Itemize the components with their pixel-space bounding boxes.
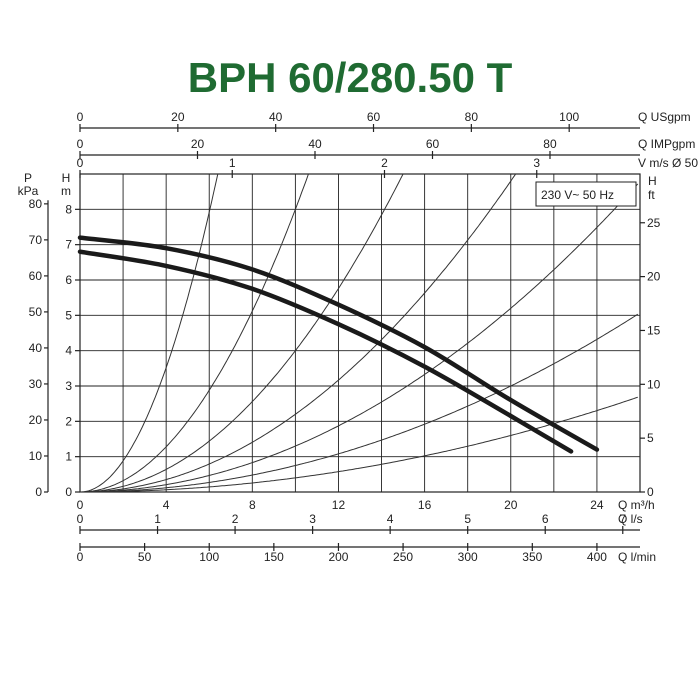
x-tick-label: 4 xyxy=(163,498,170,512)
ft-tick-label: 15 xyxy=(647,323,661,337)
ft-tick-label: 20 xyxy=(647,270,661,284)
ft-tick-label: 5 xyxy=(647,431,654,445)
x-tick-label: 16 xyxy=(418,498,432,512)
system-curve xyxy=(80,183,639,493)
y-tick-label: 5 xyxy=(65,308,72,322)
ft-tick-label: 0 xyxy=(647,485,654,499)
y-tick-label: 6 xyxy=(65,273,72,287)
top-axis-label: Q USgpm xyxy=(638,110,691,124)
bottom-axis-tick-label: 7 xyxy=(619,512,626,526)
x-tick-label: 12 xyxy=(332,498,346,512)
system-curve xyxy=(80,173,309,493)
bottom-axis-tick-label: 400 xyxy=(587,550,607,564)
system-curve xyxy=(80,396,638,493)
y-axis-label-unit: m xyxy=(61,184,71,198)
x-tick-label: 8 xyxy=(249,498,256,512)
y-tick-label: 7 xyxy=(65,238,72,252)
y-tick-label: 8 xyxy=(65,202,72,216)
top-axis-tick-label: 100 xyxy=(559,110,579,124)
ft-tick-label: 10 xyxy=(647,377,661,391)
top-axis-tick-label: 40 xyxy=(308,137,322,151)
bottom-axis-tick-label: 5 xyxy=(464,512,471,526)
bottom-axis-label: Q l/s xyxy=(618,512,643,526)
bottom-axis-tick-label: 300 xyxy=(458,550,478,564)
ft-axis-label-h: H xyxy=(648,174,657,188)
bottom-axis-tick-label: 200 xyxy=(328,550,348,564)
top-axis-tick-label: 0 xyxy=(77,156,84,170)
bottom-axis-tick-label: 150 xyxy=(264,550,284,564)
top-axis-label: V m/s Ø 50 xyxy=(638,156,698,170)
kpa-tick-label: 50 xyxy=(29,305,43,319)
top-axis-tick-label: 60 xyxy=(426,137,440,151)
bottom-axis-tick-label: 6 xyxy=(542,512,549,526)
kpa-tick-label: 60 xyxy=(29,269,43,283)
bottom-axis-tick-label: 4 xyxy=(387,512,394,526)
annotation-box xyxy=(535,181,637,207)
ft-axis-label-unit: ft xyxy=(648,188,655,202)
bottom-axis-label: Q l/min xyxy=(618,550,656,564)
x-tick-label: 20 xyxy=(504,498,518,512)
top-axis-tick-label: 3 xyxy=(533,156,540,170)
system-curve xyxy=(80,173,517,493)
top-axis-tick-label: 2 xyxy=(381,156,388,170)
bottom-axis-tick-label: 100 xyxy=(199,550,219,564)
pump-curve xyxy=(77,249,574,454)
kpa-tick-label: 30 xyxy=(29,377,43,391)
y-tick-label: 3 xyxy=(65,379,72,393)
top-axis-label: Q IMPgpm xyxy=(638,137,695,151)
kpa-tick-label: 40 xyxy=(29,341,43,355)
top-axis-tick-label: 40 xyxy=(269,110,283,124)
kpa-tick-label: 10 xyxy=(29,449,43,463)
top-axis-tick-label: 20 xyxy=(191,137,205,151)
y-tick-label: 0 xyxy=(65,485,72,499)
top-axis-tick-label: 0 xyxy=(77,137,84,151)
x-tick-label: 24 xyxy=(590,498,604,512)
y-tick-label: 4 xyxy=(65,344,72,358)
x-axis-label: Q m³/h xyxy=(618,498,655,512)
pump-curve xyxy=(77,235,600,452)
top-axis-tick-label: 80 xyxy=(465,110,479,124)
kpa-tick-label: 0 xyxy=(35,485,42,499)
y-axis-label-h: H xyxy=(62,171,71,185)
bottom-axis-tick-label: 50 xyxy=(138,550,152,564)
top-axis-tick-label: 0 xyxy=(77,110,84,124)
kpa-tick-label: 70 xyxy=(29,233,43,247)
kpa-tick-label: 80 xyxy=(29,197,43,211)
top-axis-tick-label: 80 xyxy=(543,137,557,151)
kpa-tick-label: 20 xyxy=(29,413,43,427)
kpa-axis-label-unit: kPa xyxy=(18,184,39,198)
plot-area: 0 4 8 12 16 20 24 Q m³/h012345678Hm010203040506… xyxy=(18,110,699,564)
y-tick-label: 1 xyxy=(65,450,72,464)
system-curve xyxy=(80,313,639,493)
bottom-axis-tick-label: 250 xyxy=(393,550,413,564)
bottom-axis-tick-label: 350 xyxy=(522,550,542,564)
voltage-annotation: 230 V~ 50 Hz xyxy=(541,188,614,202)
system-curve xyxy=(80,173,404,493)
system-curve xyxy=(79,173,219,493)
kpa-axis-label-p: P xyxy=(24,171,32,185)
ft-tick-label: 25 xyxy=(647,216,661,230)
top-axis-tick-label: 20 xyxy=(171,110,185,124)
top-axis-tick-label: 1 xyxy=(229,156,236,170)
top-axis-tick-label: 60 xyxy=(367,110,381,124)
plot-frame xyxy=(79,173,641,493)
y-tick-label: 2 xyxy=(65,414,72,428)
x-tick-label: 0 xyxy=(77,498,84,512)
bottom-axis-tick-label: 1 xyxy=(154,512,161,526)
chart-title: BPH 60/280.50 T xyxy=(188,54,513,101)
bottom-axis-tick-label: 3 xyxy=(309,512,316,526)
bottom-axis-tick-label: 0 xyxy=(77,550,84,564)
bottom-axis-tick-label: 0 xyxy=(77,512,84,526)
bottom-axis-tick-label: 2 xyxy=(232,512,239,526)
